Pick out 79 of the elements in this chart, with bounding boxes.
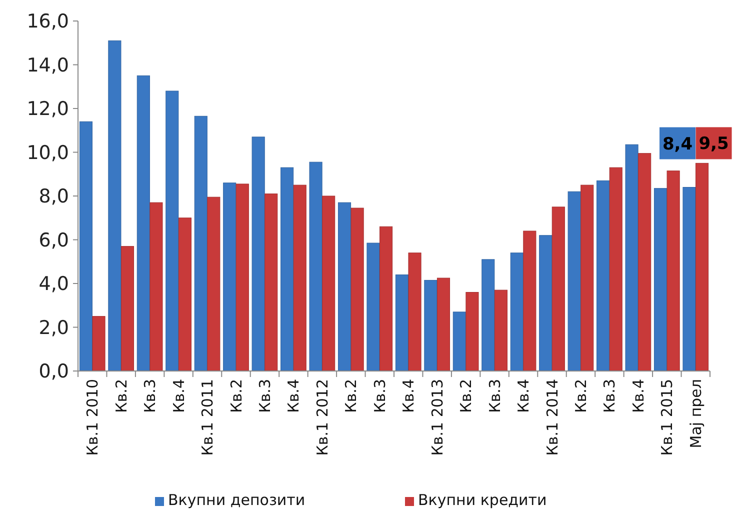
bar xyxy=(452,312,466,372)
x-tick-label: Кв.4 xyxy=(400,379,418,413)
y-tick-label: 4,0 xyxy=(38,273,69,296)
y-tick-label: 16,0 xyxy=(26,10,69,33)
bar xyxy=(309,162,322,372)
x-tick-label: Кв.1 2010 xyxy=(84,379,102,456)
x-tick-label: Кв.2 xyxy=(457,379,476,413)
bar xyxy=(223,182,236,372)
x-tick-label: Кв.2 xyxy=(227,379,246,413)
x-tick-label: Кв.2 xyxy=(342,379,360,413)
y-tick-label: 12,0 xyxy=(26,98,69,120)
bar xyxy=(596,180,610,372)
bar xyxy=(136,75,150,372)
legend-label: Вкупни кредити xyxy=(418,491,547,509)
y-tick-label: 2,0 xyxy=(38,316,69,339)
x-tick-label: Кв.1 2014 xyxy=(543,379,562,456)
y-tick-label: 6,0 xyxy=(38,229,69,252)
x-tick-label: Кв.4 xyxy=(629,379,648,413)
x-tick-label: Кв.2 xyxy=(112,379,130,413)
y-tick-label: 0,0 xyxy=(38,360,69,383)
bar xyxy=(609,167,622,372)
bar xyxy=(178,218,192,372)
bar xyxy=(108,40,122,372)
x-tick-label: Кв.3 xyxy=(486,379,504,413)
y-tick-label: 14,0 xyxy=(26,54,69,76)
bar xyxy=(696,162,709,372)
y-tick-label: 8,0 xyxy=(38,186,69,208)
legend-label: Вкупни депозити xyxy=(168,491,306,509)
bar xyxy=(236,184,249,372)
bar xyxy=(654,188,668,372)
bar xyxy=(264,194,278,372)
bar xyxy=(666,170,680,372)
bar xyxy=(638,153,652,372)
bar xyxy=(280,167,294,372)
bar xyxy=(166,90,179,372)
x-tick-label: Кв.1 2015 xyxy=(658,379,676,456)
bar xyxy=(293,184,306,372)
bar xyxy=(466,292,479,372)
bar xyxy=(150,202,163,372)
data-label: 9,5 xyxy=(698,134,729,154)
x-tick-label: Кв.2 xyxy=(572,379,590,413)
x-tick-label: Кв.3 xyxy=(600,379,619,413)
x-tick-label: Мај прел xyxy=(686,379,705,448)
x-tick-label: Кв.3 xyxy=(370,379,389,413)
bar xyxy=(408,252,422,372)
bar xyxy=(494,290,508,372)
bar xyxy=(194,116,208,372)
data-label: 8,4 xyxy=(662,134,693,154)
bar xyxy=(395,274,408,372)
bar xyxy=(523,230,536,372)
bar xyxy=(79,121,92,372)
bar xyxy=(552,206,565,372)
bar xyxy=(338,202,352,372)
x-tick-label: Кв.4 xyxy=(170,379,188,413)
x-tick-label: Кв.1 2011 xyxy=(198,379,217,456)
bar xyxy=(625,144,638,372)
bar xyxy=(322,196,336,372)
bar xyxy=(366,242,380,372)
x-tick-label: Кв.1 2013 xyxy=(428,379,446,456)
bar xyxy=(568,191,581,372)
y-tick-label: 10,0 xyxy=(26,142,69,164)
bar xyxy=(252,136,265,372)
bar xyxy=(436,278,450,372)
x-tick-label: Кв.4 xyxy=(514,379,533,413)
x-tick-label: Кв.4 xyxy=(284,379,303,413)
bar xyxy=(350,208,364,372)
bar xyxy=(510,252,524,372)
bar xyxy=(580,184,594,372)
bar xyxy=(424,280,438,372)
bar xyxy=(539,235,552,372)
bar xyxy=(682,187,696,372)
bar xyxy=(120,246,134,372)
bar xyxy=(482,259,495,372)
bar xyxy=(207,196,220,372)
bar xyxy=(380,226,393,372)
x-tick-label: Кв.1 2012 xyxy=(313,379,332,456)
x-tick-label: Кв.3 xyxy=(256,379,274,413)
x-tick-label: Кв.3 xyxy=(141,379,160,413)
bar xyxy=(92,316,106,372)
